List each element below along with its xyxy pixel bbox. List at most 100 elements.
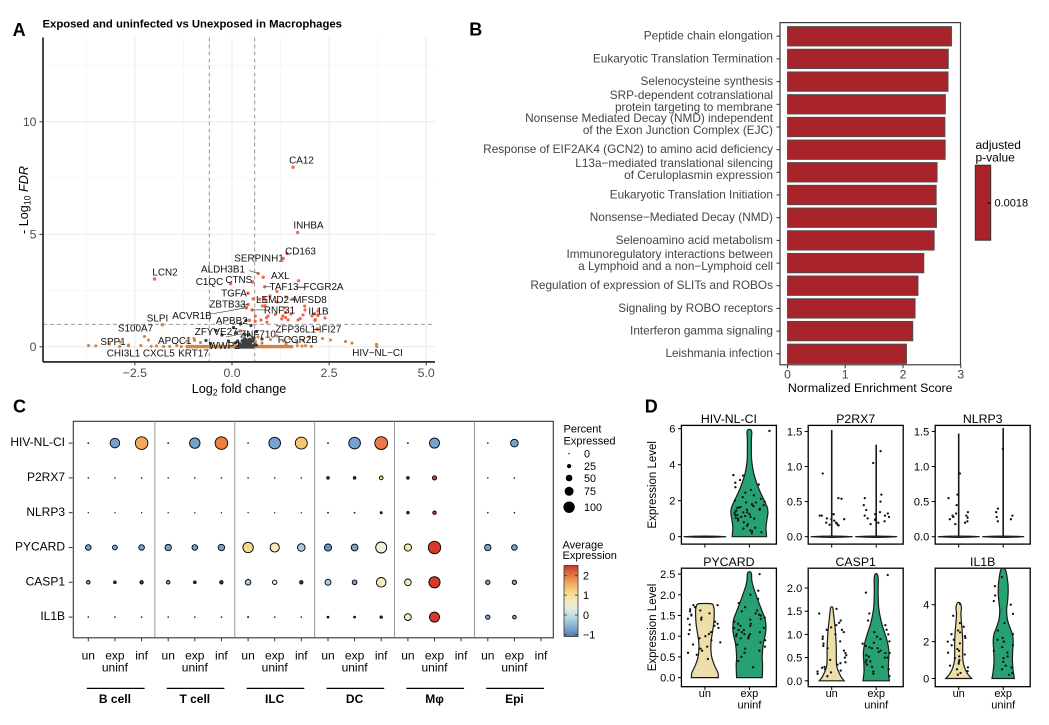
svg-text:exp: exp	[994, 688, 1012, 700]
svg-text:uninf: uninf	[262, 660, 289, 674]
svg-text:uninf: uninf	[102, 660, 129, 674]
svg-text:PYCARD: PYCARD	[15, 540, 65, 554]
svg-text:3: 3	[957, 368, 964, 382]
svg-text:TAF13: TAF13	[270, 282, 299, 293]
svg-text:ZBTB33: ZBTB33	[209, 299, 246, 310]
svg-text:un: un	[82, 649, 95, 663]
svg-text:IL1B: IL1B	[308, 307, 329, 318]
svg-text:un: un	[241, 649, 254, 663]
svg-text:P2RX7: P2RX7	[836, 412, 875, 426]
svg-text:Expressed: Expressed	[564, 436, 616, 448]
svg-text:Signaling by ROBO receptors: Signaling by ROBO receptors	[618, 301, 773, 315]
svg-text:uninf: uninf	[991, 700, 1016, 712]
svg-text:un: un	[162, 649, 175, 663]
svg-text:Nonsense−Mediated Decay (NMD): Nonsense−Mediated Decay (NMD)	[590, 210, 773, 224]
svg-text:uninf: uninf	[421, 660, 448, 674]
svg-text:A: A	[13, 20, 26, 40]
svg-text:ZFYVE27: ZFYVE27	[195, 327, 238, 338]
svg-text:SERPINH1: SERPINH1	[234, 254, 284, 265]
svg-text:Response of EIF2AK4 (GCN2) to: Response of EIF2AK4 (GCN2) to amino acid…	[483, 142, 773, 156]
svg-text:0.5: 0.5	[787, 497, 802, 509]
svg-text:HIV-NL-CI: HIV-NL-CI	[701, 412, 757, 426]
svg-text:Expression Level: Expression Level	[647, 441, 659, 529]
svg-text:0: 0	[583, 610, 589, 622]
svg-text:uninf: uninf	[342, 660, 369, 674]
svg-text:S100A7: S100A7	[118, 324, 153, 335]
svg-text:0: 0	[784, 368, 791, 382]
svg-text:10: 10	[23, 115, 37, 129]
svg-text:PYCARD: PYCARD	[703, 555, 754, 569]
svg-text:50: 50	[584, 473, 596, 485]
svg-text:5.0: 5.0	[418, 366, 435, 380]
svg-text:Peptide chain elongation: Peptide chain elongation	[644, 29, 773, 43]
svg-text:ZNF710: ZNF710	[240, 330, 276, 341]
svg-text:100: 100	[584, 502, 602, 514]
svg-text:ACVR1B: ACVR1B	[172, 311, 212, 322]
svg-text:6: 6	[669, 424, 675, 436]
svg-text:25: 25	[584, 461, 596, 473]
svg-text:−1: −1	[583, 630, 595, 642]
svg-text:a Lymphoid and a non−Lymphoid: a Lymphoid and a non−Lymphoid cell	[578, 259, 773, 273]
svg-text:Selenocysteine synthesis: Selenocysteine synthesis	[641, 74, 774, 88]
svg-text:un: un	[321, 649, 334, 663]
svg-text:P2RX7: P2RX7	[27, 470, 65, 484]
svg-text:0.0: 0.0	[660, 673, 675, 685]
svg-text:MFSD8: MFSD8	[293, 295, 327, 306]
svg-text:2.0: 2.0	[660, 590, 675, 602]
svg-text:un: un	[481, 649, 494, 663]
svg-text:CA12: CA12	[289, 156, 314, 167]
svg-text:CHI3L1: CHI3L1	[107, 348, 141, 359]
svg-text:p-value: p-value	[976, 151, 1016, 165]
svg-text:0: 0	[669, 532, 675, 544]
svg-text:uninf: uninf	[737, 700, 762, 712]
svg-text:KRT17: KRT17	[178, 348, 209, 359]
svg-text:CASP1: CASP1	[836, 555, 876, 569]
svg-text:0: 0	[30, 340, 37, 354]
svg-text:exp: exp	[867, 688, 885, 700]
svg-text:uninf: uninf	[501, 660, 528, 674]
svg-text:2.5: 2.5	[321, 366, 338, 380]
svg-text:Eukaryotic Translation Termina: Eukaryotic Translation Termination	[593, 51, 773, 65]
svg-text:Percent: Percent	[564, 424, 602, 436]
svg-text:of the Exon Junction Complex (: of the Exon Junction Complex (EJC)	[583, 123, 773, 137]
svg-text:APBB2: APBB2	[216, 316, 248, 327]
svg-text:2.5: 2.5	[660, 569, 675, 581]
svg-text:1.0: 1.0	[914, 462, 929, 474]
svg-text:0.0: 0.0	[223, 366, 240, 380]
svg-text:Expression: Expression	[563, 550, 617, 562]
svg-text:1.5: 1.5	[914, 426, 929, 438]
svg-text:75: 75	[584, 486, 596, 498]
svg-text:NLRP3: NLRP3	[963, 412, 1003, 426]
svg-text:T cell: T cell	[179, 692, 210, 706]
svg-text:0.5: 0.5	[914, 497, 929, 509]
svg-text:Regulation of expression of SL: Regulation of expression of SLITs and RO…	[530, 278, 773, 292]
svg-text:Mφ: Mφ	[425, 692, 444, 706]
svg-text:1: 1	[842, 368, 849, 382]
svg-text:FCGR2B: FCGR2B	[278, 335, 318, 346]
svg-text:inf: inf	[215, 649, 228, 663]
svg-text:WWP2: WWP2	[209, 341, 240, 352]
svg-text:Exposed and uninfected vs Unex: Exposed and uninfected vs Unexposed in M…	[43, 19, 342, 31]
svg-text:un: un	[953, 688, 965, 700]
svg-text:CASP1: CASP1	[26, 574, 66, 588]
svg-text:D: D	[645, 396, 658, 416]
svg-text:1.5: 1.5	[787, 426, 802, 438]
svg-text:0.5: 0.5	[787, 653, 802, 665]
svg-text:inf: inf	[375, 649, 388, 663]
svg-text:1.5: 1.5	[787, 606, 802, 618]
svg-text:Leishmania infection: Leishmania infection	[665, 346, 773, 360]
svg-text:0.0: 0.0	[914, 532, 929, 544]
svg-text:inf: inf	[135, 649, 148, 663]
svg-text:of Ceruloplasmin expression: of Ceruloplasmin expression	[624, 168, 773, 182]
svg-text:1.0: 1.0	[787, 462, 802, 474]
svg-text:inf: inf	[455, 649, 468, 663]
svg-text:CD163: CD163	[285, 246, 316, 257]
svg-text:uninf: uninf	[864, 700, 889, 712]
svg-text:Interferon gamma signaling: Interferon gamma signaling	[630, 324, 773, 338]
svg-text:NLRP3: NLRP3	[26, 505, 65, 519]
svg-text:C: C	[13, 396, 26, 416]
svg-text:CTNS: CTNS	[225, 275, 252, 286]
svg-text:FCGR2A: FCGR2A	[303, 282, 343, 293]
svg-text:exp: exp	[741, 688, 759, 700]
svg-text:2: 2	[669, 496, 675, 508]
